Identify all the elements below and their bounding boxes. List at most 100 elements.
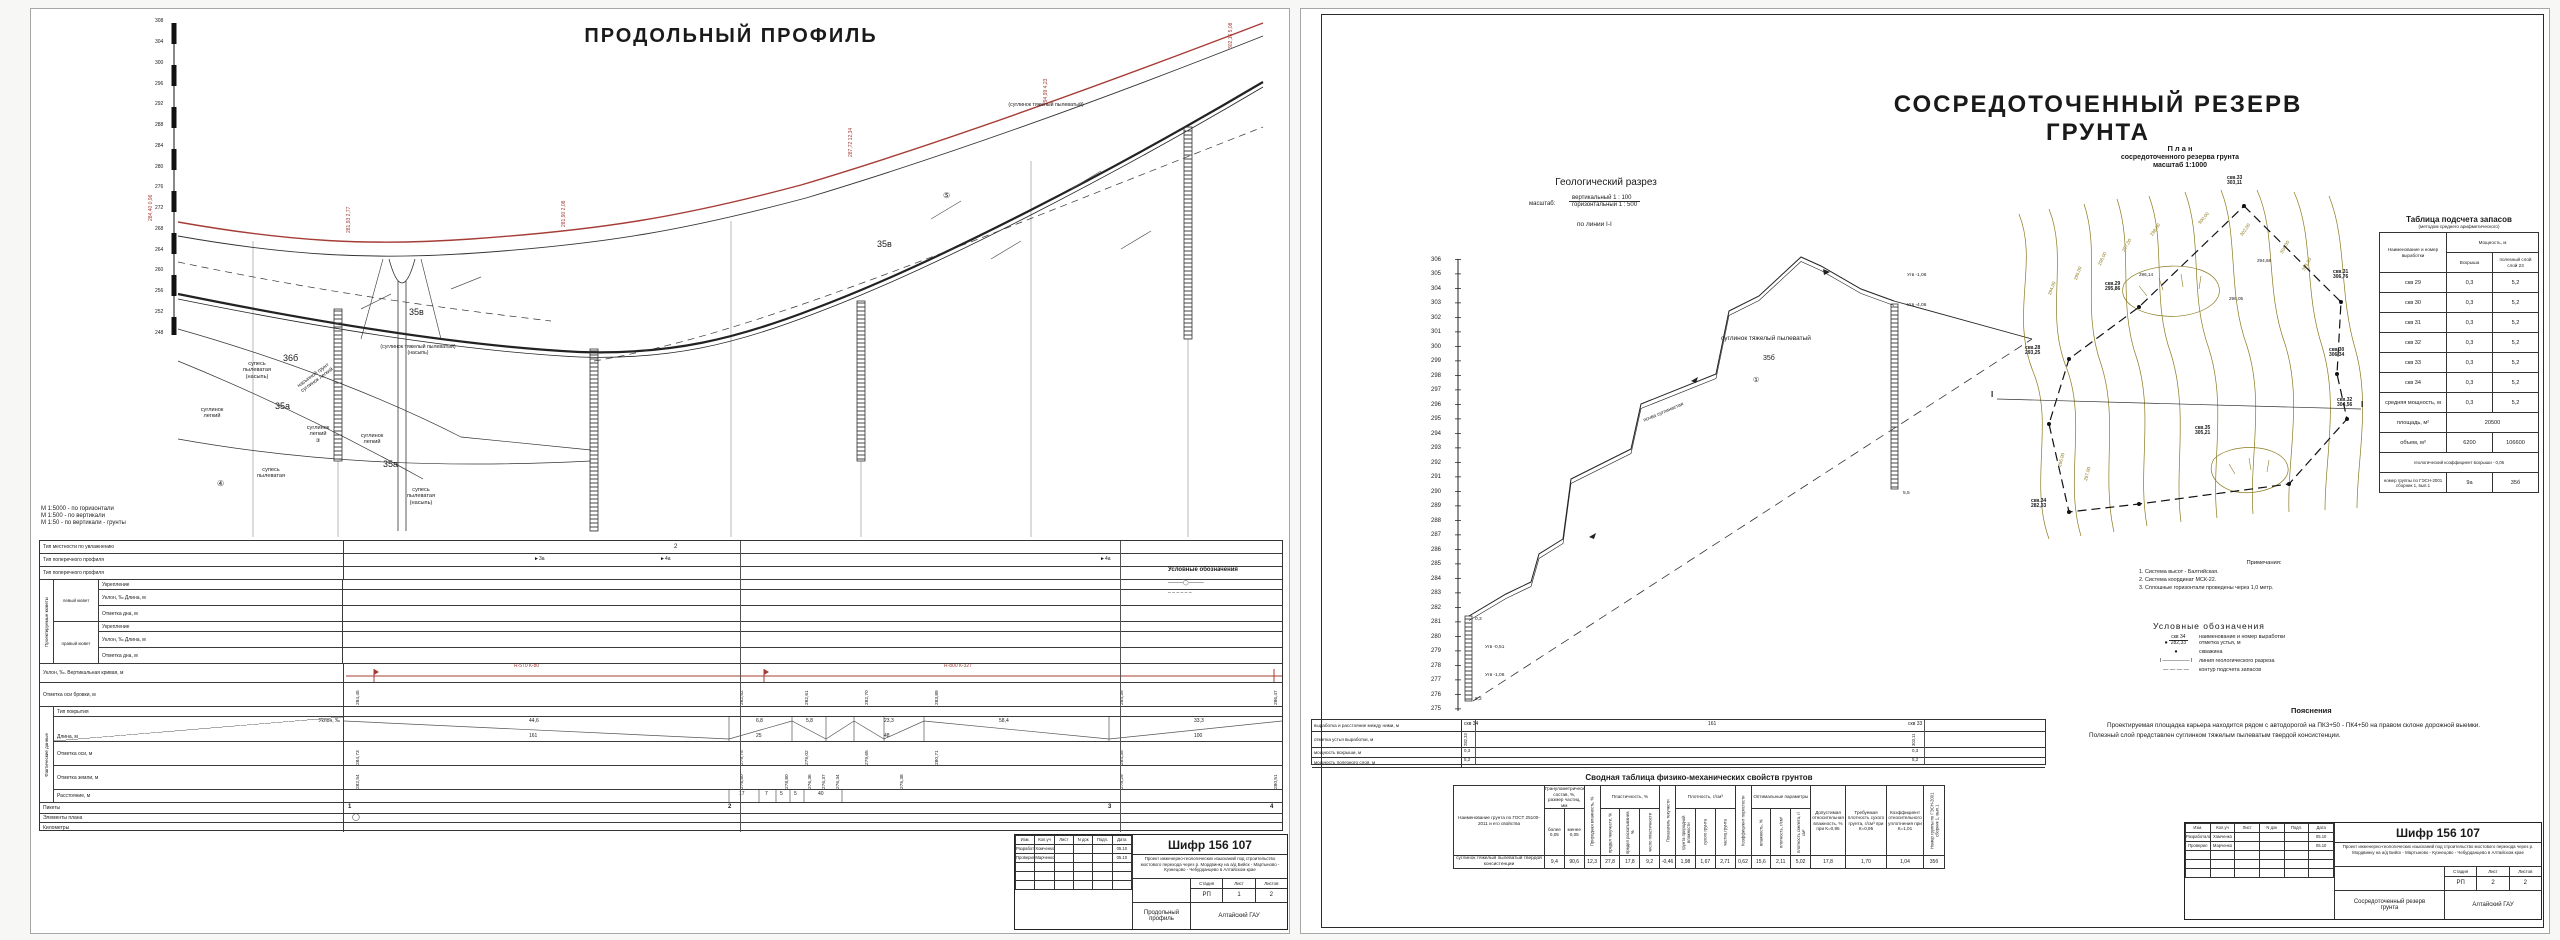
label: 4 (1270, 804, 1274, 810)
sheet-label: Лист (2477, 867, 2510, 876)
cell (1034, 880, 1055, 890)
cell: 90,6 (1563, 855, 1585, 869)
diag-length-label: Длина, м (57, 734, 78, 740)
reserves-table: Наименование и номер выработки Мощность, … (2379, 232, 2539, 494)
label: 276,36 (808, 774, 813, 789)
row-label-pickets: Пикеты (40, 803, 344, 813)
cell (1092, 880, 1113, 890)
sheet-value: 2 (2477, 877, 2510, 890)
label: ►4а (660, 556, 671, 562)
cell: Допустимая относительная влажность, % пр… (1810, 785, 1846, 857)
cell: грунта природной влажности (1675, 808, 1696, 856)
actual-data-group: Фактические данные Тип покрытия Уклон, ‰… (40, 707, 1282, 803)
cell: Требуемая плотность сухого грунта, г/см³… (1845, 785, 1887, 857)
note-1: 1. Система высот - Балтийская. (2139, 568, 2219, 575)
cell: 5,2 (2492, 352, 2539, 374)
cell: Проверил (2185, 841, 2211, 851)
cell: Гранулометрический состав, %, размер час… (1544, 785, 1585, 810)
reserve-plan: П л а н сосредоточенного резерва грунта … (1989, 144, 2371, 552)
organization: Алтайский ГАУ (1218, 913, 1260, 919)
right-sheet-title: СОСРЕДОТОЧЕННЫЙ РЕЗЕРВ ГРУНТА (1893, 91, 2303, 146)
cell: 27,8 (1599, 855, 1621, 869)
label: 282,54 (356, 774, 361, 789)
cell: сухого грунта (1695, 808, 1716, 856)
cell: 5,2 (2492, 392, 2539, 414)
label: 280,51 (1274, 774, 1279, 789)
longitudinal-profile-drawing (171, 22, 1264, 537)
stage-value: РП (2445, 877, 2478, 890)
cell (1092, 853, 1113, 863)
cell (2209, 859, 2236, 869)
reserves-table-block: Таблица подсчета запасов (методом средне… (2379, 215, 2539, 494)
cell: Лист (2234, 823, 2260, 833)
legend-borehole-elev: 282,33 (2170, 640, 2187, 646)
cell (2283, 850, 2310, 860)
label: 280,71 (935, 750, 940, 765)
cell: 5,2 (2492, 372, 2539, 394)
reserve-contour-symbol: — — — — (2162, 667, 2190, 673)
cell: 1,70 (1845, 855, 1887, 869)
cell: Марченко (2209, 841, 2236, 851)
sheets-label: Листов (1264, 881, 1279, 886)
profile-data-table: Тип местности по увлажнению 2 Тип попереч… (39, 540, 1283, 832)
notes-heading: Примечания: (2246, 560, 2282, 566)
cell: -0,46 (1659, 855, 1677, 869)
reserves-table-title: Таблица подсчета запасов (2406, 215, 2512, 224)
properties-table-title: Сводная таблица физико-механических свой… (1585, 773, 1813, 782)
left-sheet-title: ПРОДОЛЬНЫЙ ПРОФИЛЬ (584, 25, 878, 47)
legend-entry-1b: отметка устья, м (2199, 640, 2241, 646)
cell (1014, 880, 1036, 890)
cell: Коэффициент относительного уплотнения пр… (1886, 785, 1924, 857)
left-ditch-label: левый кювет (54, 580, 99, 621)
cell (1111, 862, 1133, 872)
cell: предел раскатывания, % (1619, 808, 1640, 856)
plan-title-2: сосредоточенного резерва грунта (2120, 153, 2240, 161)
explanations-text: Проектируемая площадка карьера находится… (2089, 721, 2547, 740)
cell: 2,71 (1714, 855, 1736, 869)
cell: Разработала (1014, 844, 1036, 854)
cell: 05.10 (1111, 844, 1133, 854)
cell: полезный слой слой 23 (2492, 252, 2539, 274)
cell: Кол.уч (2209, 823, 2236, 833)
cell (1072, 844, 1094, 854)
cell (1092, 844, 1113, 854)
label: 275,38 (900, 774, 905, 789)
cell: Дата (2308, 823, 2334, 833)
row-label-pavement: Тип покрытия (54, 707, 344, 716)
cell: Хомченко (2209, 832, 2236, 842)
row-label-ground-elevation: Отметка земли, м (54, 766, 344, 789)
explanation-p1: Проектируемая площадка карьера находится… (2107, 722, 2481, 729)
drawing-frame (1321, 14, 2544, 928)
cell (2283, 832, 2310, 842)
plan-drawing (1996, 189, 2364, 539)
cell: номер группы по ГЭСН-2001 сборник 1, вып… (2379, 472, 2447, 494)
row-label-cross-profile: Тип поперечного профиля (40, 554, 344, 566)
cell (2234, 841, 2260, 851)
label: 2 (728, 804, 732, 810)
cell: менее 0,05 (1563, 808, 1585, 857)
section-drawing (1455, 256, 2033, 711)
row-label-kilometers: Километры (40, 823, 344, 832)
plan-title-3: масштаб 1:1000 (2152, 161, 2208, 169)
cell: плотность скелета, г/см³ (1790, 808, 1811, 856)
cell: 0,3 (2446, 392, 2493, 414)
stage-value: РП (1191, 889, 1224, 902)
cell: 0,3 (2446, 312, 2493, 334)
row-label-cross-profile-2: Тип поперечного профиля (40, 567, 344, 579)
sheets-value: 2 (1269, 892, 1273, 898)
strip-row-overburden: мощность вскрыши, м (1312, 748, 1462, 757)
cell: Марченко (1034, 853, 1055, 863)
label: 276,37 (822, 774, 827, 789)
cell (1092, 871, 1113, 881)
legend-entry-2: скважина (2199, 649, 2223, 655)
legend-borehole-name: скв 34 (2169, 634, 2188, 641)
cell: 1,67 (1694, 855, 1716, 869)
cell: 2,11 (1770, 855, 1792, 869)
row-label-bottom-elevation: Отметка дна, м (99, 648, 343, 664)
left-sheet-longitudinal-profile: ПРОДОЛЬНЫЙ ПРОФИЛЬ (30, 8, 1290, 934)
cell (1111, 871, 1133, 881)
section-heading: Геологический разрез (1555, 177, 1657, 188)
cell (2308, 859, 2334, 869)
cell (2234, 868, 2260, 878)
cell: Плотность, г/см³ (1675, 785, 1736, 810)
